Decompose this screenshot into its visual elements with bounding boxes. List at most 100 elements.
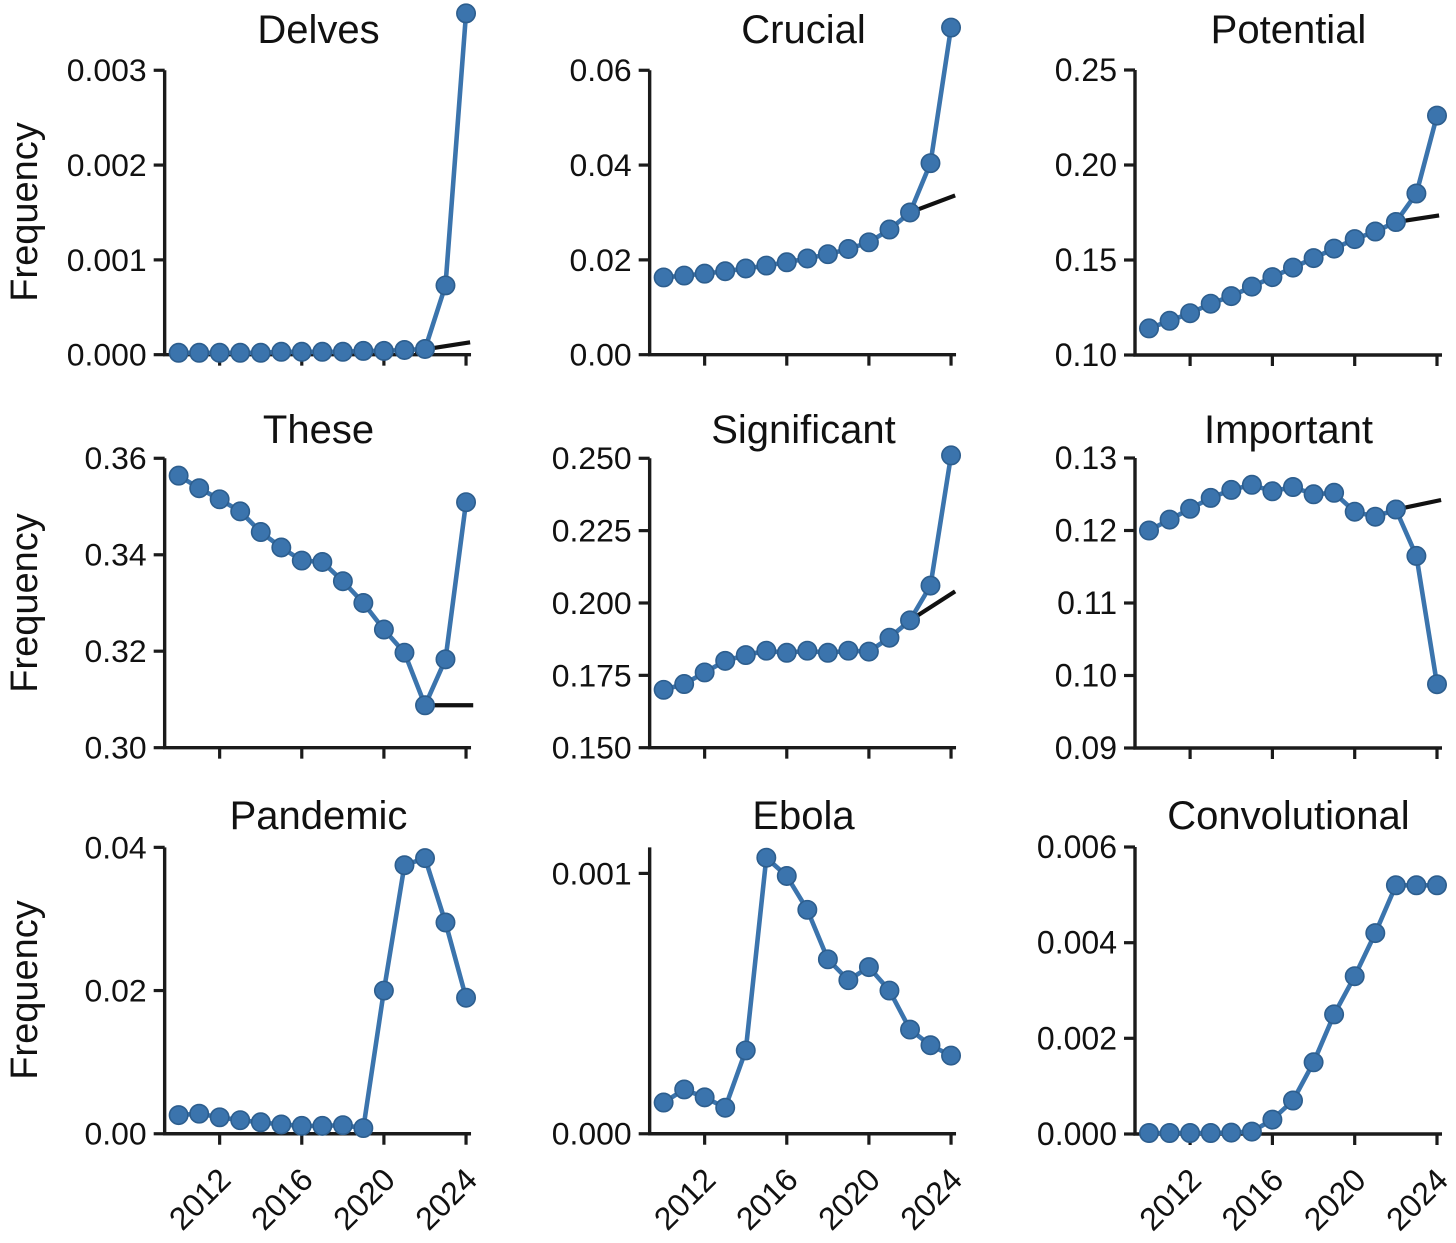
- data-point-marker: [353, 1118, 374, 1139]
- data-point-marker: [271, 1114, 292, 1135]
- data-point-marker: [1282, 257, 1303, 278]
- data-point-marker: [168, 465, 189, 486]
- chart-potential: 0.10 0.15 0.20 0.25: [1055, 52, 1447, 373]
- data-point-marker: [653, 267, 674, 288]
- data-point-marker: [776, 866, 797, 886]
- data-point-marker: [838, 239, 859, 259]
- data-point-marker: [1221, 479, 1242, 500]
- data-point-marker: [879, 980, 900, 1001]
- data-point-marker: [1365, 221, 1386, 242]
- chart-title-important: Important: [1204, 408, 1373, 452]
- subplot-potential: Potential 0.10 0.15 0.20 0.25: [970, 0, 1456, 400]
- data-point-marker: [941, 445, 962, 466]
- data-point-marker: [168, 342, 189, 363]
- data-point-marker: [230, 501, 251, 522]
- data-point-marker: [189, 478, 210, 499]
- data-point-marker: [715, 261, 736, 282]
- data-point-marker: [797, 640, 818, 661]
- data-point-marker: [312, 341, 333, 362]
- data-point-marker: [250, 522, 271, 543]
- data-point-marker: [900, 202, 921, 223]
- data-point-marker: [1324, 1004, 1345, 1025]
- data-point-marker: [838, 970, 859, 991]
- data-point-marker: [394, 340, 415, 360]
- data-point-marker: [756, 847, 777, 868]
- y-tick-label: 0.002: [67, 147, 147, 183]
- y-tick-label: 0.00: [85, 1116, 147, 1152]
- frequency-series-line: [661, 855, 954, 1111]
- data-point-marker: [291, 1115, 312, 1136]
- data-point-marker: [189, 1103, 210, 1124]
- data-point-marker: [373, 619, 394, 640]
- chart-title-pandemic: Pandemic: [229, 794, 408, 838]
- y-tick-label: 0.10: [1055, 337, 1117, 373]
- data-point-marker: [817, 244, 838, 265]
- data-point-marker: [735, 258, 756, 279]
- subplot-pandemic: Pandemic 0.00 0.02 0.04 2012 2016 2020 2024: [0, 790, 485, 1243]
- data-point-marker: [694, 1087, 715, 1108]
- data-point-marker: [1139, 1122, 1160, 1143]
- y-tick-label: 0.11: [1057, 585, 1117, 621]
- data-point-marker: [373, 980, 394, 1001]
- data-point-marker: [209, 1107, 230, 1128]
- data-point-marker: [1159, 1122, 1180, 1143]
- data-point-marker: [879, 219, 900, 240]
- axis-spines: [647, 70, 957, 357]
- y-tick-label: 0.006: [1037, 829, 1117, 865]
- y-tick-label: 0.10: [1055, 658, 1117, 694]
- axis-spines: [162, 847, 472, 1136]
- data-point-marker: [312, 1115, 333, 1136]
- y-tick-label: 0.04: [570, 147, 632, 183]
- x-tick-label: 2016: [1215, 1161, 1291, 1237]
- data-point-marker: [715, 1097, 736, 1118]
- data-point-marker: [168, 1105, 189, 1126]
- y-tick-label: 0.001: [552, 855, 632, 891]
- data-point-marker: [1139, 520, 1160, 541]
- data-point-marker: [353, 340, 374, 361]
- data-point-marker: [674, 1079, 695, 1100]
- data-point-marker: [394, 855, 415, 876]
- x-tick-label: 2012: [1132, 1161, 1208, 1237]
- y-tick-label: 0.32: [85, 633, 147, 669]
- x-tick-label: 2020: [1297, 1161, 1373, 1237]
- data-point-marker: [1324, 238, 1345, 259]
- data-point-marker: [1406, 545, 1427, 566]
- data-point-marker: [756, 640, 777, 661]
- data-point-marker: [756, 255, 777, 276]
- data-point-marker: [415, 848, 436, 869]
- data-point-marker: [920, 575, 941, 596]
- data-point-marker: [1180, 498, 1201, 519]
- data-point-marker: [735, 645, 756, 666]
- data-point-marker: [653, 1092, 674, 1113]
- data-point-marker: [817, 949, 838, 970]
- subplot-delves: Delves 0.000 0.001 0.002 0.003: [0, 0, 485, 400]
- frequency-series-line: [176, 473, 469, 708]
- data-point-marker: [332, 341, 353, 362]
- data-point-marker: [858, 641, 879, 662]
- chart-convolutional: 0.000 0.002 0.004 0.006 2012 2016 2020 2024: [1037, 829, 1455, 1237]
- chart-title-delves: Delves: [257, 8, 380, 52]
- y-tick-label: 0.30: [85, 730, 147, 766]
- y-tick-label: 0.02: [85, 973, 147, 1009]
- data-point-marker: [674, 674, 695, 694]
- data-point-marker: [776, 642, 797, 663]
- data-point-marker: [373, 340, 394, 361]
- y-tick-label: 0.04: [85, 829, 147, 865]
- y-tick-label: 0.13: [1055, 440, 1117, 476]
- data-point-marker: [1282, 1090, 1303, 1111]
- chart-ebola: 0.000 0.001 2012 2016 2020 2024: [552, 847, 969, 1237]
- y-tick-label: 0.250: [552, 440, 632, 476]
- data-point-marker: [1426, 674, 1447, 695]
- data-point-marker: [209, 489, 230, 510]
- y-tick-label: 0.001: [67, 242, 147, 278]
- y-tick-label: 0.200: [552, 585, 632, 621]
- y-tick-label: 0.150: [552, 730, 632, 766]
- data-point-marker: [1426, 875, 1447, 896]
- data-point-marker: [797, 899, 818, 920]
- data-point-marker: [291, 550, 312, 571]
- data-point-marker: [435, 275, 456, 296]
- data-point-marker: [1262, 1109, 1283, 1130]
- chart-pandemic: 0.00 0.02 0.04 2012 2016 2020 2024: [85, 829, 484, 1236]
- data-point-marker: [1180, 1122, 1201, 1143]
